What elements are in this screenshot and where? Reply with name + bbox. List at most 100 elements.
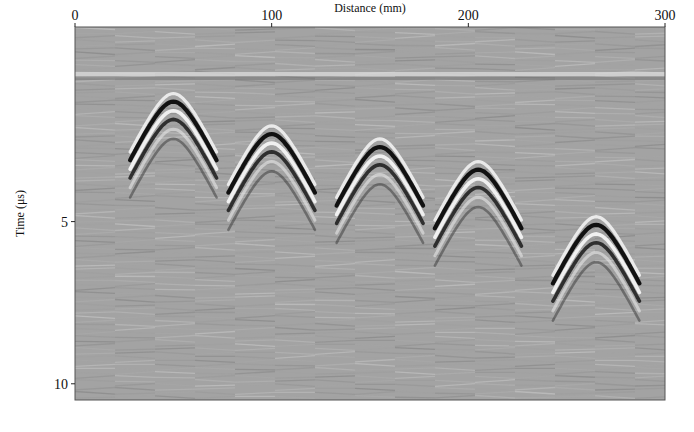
- texture-streak: [515, 364, 555, 366]
- texture-streak: [155, 348, 195, 349]
- texture-streak: [195, 308, 235, 310]
- texture-streak: [555, 105, 595, 107]
- texture-streak: [475, 328, 515, 329]
- texture-streak: [315, 324, 355, 327]
- texture-streak: [555, 124, 595, 127]
- texture-streak: [235, 320, 275, 322]
- texture-streak: [275, 332, 315, 334]
- texture-streak: [595, 213, 635, 214]
- texture-streak: [315, 97, 355, 99]
- texture-streak: [635, 209, 665, 210]
- texture-streak: [315, 384, 355, 386]
- texture-streak: [155, 396, 195, 399]
- texture-streak: [515, 84, 555, 87]
- texture-streak: [635, 332, 665, 334]
- texture-streak: [75, 348, 115, 351]
- texture-streak: [555, 348, 595, 350]
- texture-streak: [595, 184, 635, 186]
- texture-streak: [195, 288, 235, 290]
- texture-streak: [595, 316, 635, 317]
- texture-streak: [195, 396, 235, 398]
- texture-streak: [155, 172, 195, 173]
- texture-streak: [555, 176, 595, 177]
- texture-streak: [395, 40, 435, 42]
- texture-streak: [235, 376, 275, 379]
- texture-streak: [315, 41, 355, 43]
- texture-streak: [555, 376, 595, 378]
- texture-streak: [155, 96, 195, 98]
- texture-streak: [475, 280, 515, 282]
- texture-streak: [435, 141, 475, 142]
- texture-streak: [195, 68, 235, 70]
- texture-streak: [195, 373, 235, 375]
- texture-streak: [235, 360, 275, 363]
- texture-streak: [595, 148, 635, 151]
- texture-streak: [555, 232, 595, 234]
- texture-streak: [155, 192, 195, 195]
- texture-streak: [595, 132, 635, 135]
- texture-streak: [235, 260, 275, 262]
- texture-streak: [595, 84, 635, 85]
- texture-streak: [395, 268, 435, 270]
- texture-streak: [235, 292, 275, 294]
- texture-streak: [435, 372, 475, 374]
- texture-streak: [555, 249, 595, 251]
- texture-streak: [195, 356, 235, 357]
- texture-streak: [595, 145, 635, 147]
- y-tick: [71, 221, 75, 222]
- texture-streak: [435, 92, 475, 95]
- texture-streak: [435, 288, 475, 290]
- texture-streak: [515, 328, 555, 330]
- texture-streak: [435, 324, 475, 327]
- texture-streak: [195, 280, 235, 282]
- texture-streak: [155, 308, 195, 311]
- texture-streak: [635, 100, 665, 103]
- texture-streak: [635, 197, 665, 199]
- texture-streak: [115, 36, 155, 39]
- texture-streak: [515, 148, 555, 150]
- texture-streak: [555, 396, 595, 397]
- texture-streak: [275, 28, 315, 29]
- texture-streak: [635, 392, 665, 395]
- texture-streak: [315, 85, 355, 87]
- texture-streak: [75, 100, 115, 102]
- texture-streak: [595, 136, 635, 138]
- texture-streak: [355, 380, 395, 382]
- texture-streak: [555, 36, 595, 39]
- texture-streak: [315, 317, 355, 319]
- texture-streak: [275, 356, 315, 359]
- texture-streak: [155, 388, 195, 390]
- texture-streak: [475, 368, 515, 370]
- texture-streak: [115, 308, 155, 309]
- texture-streak: [75, 188, 115, 190]
- texture-streak: [195, 340, 235, 342]
- texture-streak: [235, 237, 275, 239]
- texture-streak: [195, 56, 235, 59]
- texture-streak: [195, 80, 235, 81]
- texture-streak: [595, 96, 635, 98]
- texture-streak: [275, 296, 315, 299]
- texture-streak: [635, 33, 665, 34]
- texture-streak: [275, 288, 315, 290]
- texture-streak: [635, 156, 665, 158]
- texture-streak: [155, 320, 195, 322]
- texture-streak: [235, 64, 275, 66]
- texture-streak: [475, 69, 515, 71]
- texture-streak: [435, 396, 475, 398]
- texture-streak: [515, 320, 555, 322]
- texture-streak: [115, 244, 155, 246]
- texture-streak: [515, 204, 555, 206]
- texture-streak: [195, 88, 235, 90]
- texture-streak: [555, 208, 595, 210]
- texture-streak: [315, 344, 355, 345]
- texture-streak: [515, 109, 555, 111]
- texture-streak: [155, 157, 195, 159]
- texture-streak: [235, 276, 275, 278]
- texture-streak: [115, 332, 155, 334]
- texture-streak: [395, 89, 435, 91]
- texture-streak: [515, 288, 555, 291]
- texture-streak: [75, 260, 115, 263]
- texture-streak: [275, 120, 315, 123]
- texture-streak: [515, 188, 555, 190]
- texture-streak: [555, 352, 595, 353]
